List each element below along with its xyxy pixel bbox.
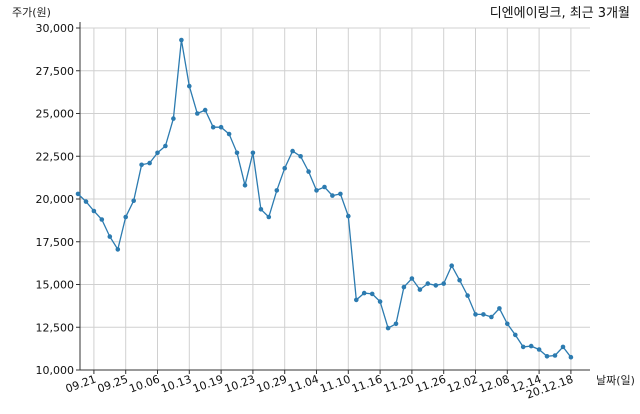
data-point	[290, 148, 295, 154]
y-tick-label: 25,000	[36, 108, 75, 121]
x-tick-label: 11.04	[286, 373, 320, 396]
data-point	[481, 312, 486, 317]
chart-frame	[79, 22, 590, 371]
data-point	[83, 199, 89, 204]
y-tick-label: 12,500	[36, 321, 75, 334]
data-point	[497, 306, 502, 311]
price-points	[75, 37, 574, 360]
data-point	[417, 287, 423, 292]
data-point	[99, 217, 105, 222]
data-point	[465, 293, 470, 298]
data-point	[441, 281, 447, 286]
data-point	[449, 263, 455, 269]
data-point	[218, 124, 224, 130]
x-tick-label: 10.23	[223, 373, 257, 396]
data-point	[187, 83, 192, 89]
data-point	[306, 169, 311, 174]
data-point	[147, 160, 152, 166]
data-point	[520, 344, 526, 350]
data-point	[258, 207, 264, 212]
x-tick-label: 09.25	[96, 373, 130, 396]
x-tick-label: 10.06	[127, 373, 161, 396]
data-point	[163, 143, 168, 149]
data-point	[322, 184, 327, 190]
x-tick-label: 12.02	[445, 373, 479, 396]
data-point	[346, 213, 351, 219]
chart-title: 디엔에이링크, 최근 3개월	[490, 6, 630, 21]
data-point	[433, 283, 439, 288]
data-point	[282, 165, 288, 171]
data-point	[202, 107, 208, 113]
x-tick-label: 11.20	[382, 373, 416, 396]
data-point	[266, 214, 272, 220]
data-point	[393, 321, 399, 327]
data-point	[513, 332, 518, 338]
x-tick-label: 11.10	[318, 373, 352, 396]
x-tick-label: 11.16	[350, 373, 384, 396]
y-tick-label: 22,500	[36, 150, 75, 163]
y-tick-label: 17,500	[36, 236, 75, 249]
x-axis-ticks: 09.2109.2510.0610.1310.1910.2310.2911.04…	[64, 370, 575, 402]
data-point	[139, 162, 144, 168]
data-point	[91, 208, 97, 214]
data-point	[544, 354, 550, 359]
data-point	[155, 150, 160, 156]
data-point	[123, 214, 128, 220]
data-point	[425, 281, 431, 286]
data-point	[234, 150, 240, 156]
data-point	[473, 312, 478, 317]
data-point	[560, 344, 566, 350]
data-point	[210, 124, 216, 130]
data-point	[250, 150, 256, 156]
data-point	[298, 154, 303, 159]
data-point	[354, 297, 359, 303]
data-point	[330, 193, 335, 198]
x-tick-label: 11.26	[414, 373, 448, 396]
data-point	[489, 314, 494, 320]
data-point	[552, 353, 558, 358]
data-point	[195, 111, 200, 116]
data-point	[528, 343, 534, 349]
data-point	[338, 191, 343, 197]
data-point	[274, 188, 280, 193]
data-point	[401, 284, 407, 290]
y-tick-label: 10,000	[36, 364, 75, 377]
data-point	[115, 247, 121, 252]
x-tick-label: 12.08	[477, 373, 511, 396]
y-tick-label: 30,000	[36, 22, 75, 35]
data-point	[377, 299, 383, 304]
x-axis-title: 날짜(일)	[596, 373, 635, 387]
data-point	[505, 321, 510, 327]
x-tick-label: 10.13	[159, 373, 193, 396]
y-axis-title: 주가(원)	[12, 6, 51, 19]
x-tick-label: 10.19	[191, 373, 225, 396]
data-point	[171, 116, 176, 121]
data-point	[409, 276, 415, 281]
data-point	[385, 325, 391, 331]
y-tick-label: 27,500	[36, 65, 75, 78]
data-point	[314, 188, 319, 193]
y-tick-label: 15,000	[36, 279, 75, 292]
data-point	[361, 290, 367, 296]
data-point	[179, 37, 184, 43]
data-point	[369, 291, 375, 297]
data-point	[536, 347, 542, 352]
y-tick-label: 20,000	[36, 193, 75, 206]
data-point	[242, 183, 248, 188]
data-point	[226, 131, 232, 137]
x-tick-label: 10.29	[255, 373, 289, 396]
y-axis-ticks: 10,000 12,500 15,000 17,500 20,000 22,500 25,0…	[36, 22, 80, 377]
data-point	[131, 198, 136, 203]
data-point	[568, 354, 574, 360]
chart-grid	[80, 27, 590, 371]
data-point	[457, 277, 462, 283]
data-point	[75, 191, 81, 197]
data-point	[107, 234, 113, 239]
